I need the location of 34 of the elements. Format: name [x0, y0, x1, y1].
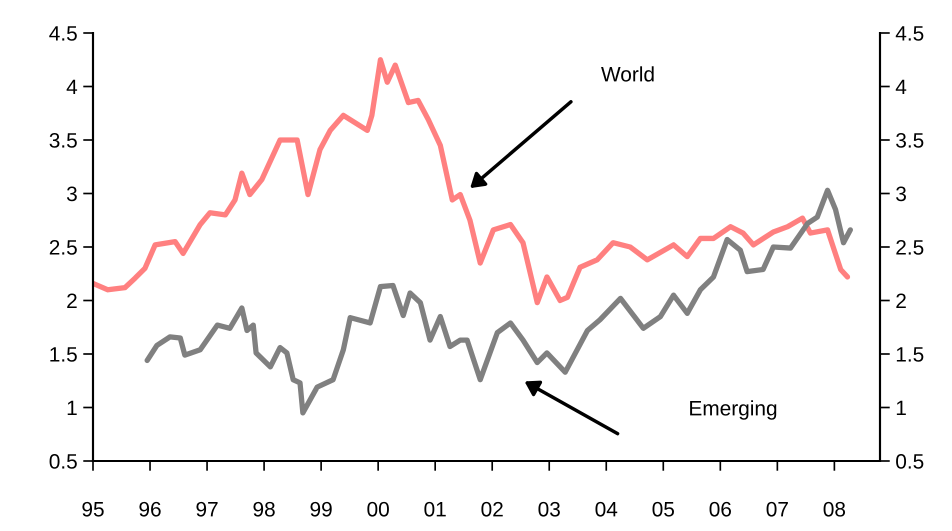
- y2-tick-label: 4: [896, 80, 906, 94]
- x-tick-label: 06: [710, 502, 731, 517]
- x-tick-label: 03: [538, 502, 560, 517]
- y-tick-label: 3.5: [50, 133, 77, 148]
- x-tick-label: 02: [481, 502, 503, 517]
- y2-tick-label: 0.5: [896, 454, 924, 469]
- annotation: World: [601, 66, 654, 82]
- x-tick-label: 08: [824, 502, 846, 517]
- y2-tick-label: 3: [896, 186, 906, 202]
- y-tick-label: 3: [66, 186, 77, 202]
- y-tick-label: 2: [67, 294, 77, 308]
- y2-tick-label: 2: [896, 294, 906, 308]
- x-tick-label: 05: [652, 502, 674, 517]
- y2-tick-label: 2.5: [896, 240, 924, 255]
- x-tick-label: 07: [766, 502, 788, 517]
- annotation: Emerging: [690, 400, 776, 420]
- y-tick-label: 1.5: [50, 347, 77, 362]
- y2-tick-label: 1: [896, 400, 906, 416]
- y2-tick-label: 1.5: [896, 347, 924, 362]
- x-tick-label: 04: [595, 502, 618, 517]
- x-tick-label: 00: [367, 502, 389, 517]
- x-tick-label: 98: [253, 502, 275, 517]
- y2-tick-label: 4.5: [896, 26, 924, 41]
- y-tick-label: 4: [66, 80, 78, 94]
- y-tick-label: 2.5: [50, 240, 77, 255]
- x-tick-label: 99: [310, 502, 332, 517]
- y-tick-label: 0.5: [50, 454, 77, 469]
- x-tick-label: 95: [82, 502, 104, 517]
- x-tick-label: 96: [139, 502, 161, 517]
- x-tick-label: 97: [196, 502, 218, 517]
- y-tick-label: 1: [68, 400, 77, 416]
- y2-tick-label: 3.5: [896, 133, 924, 148]
- x-tick-label: 01: [424, 502, 446, 517]
- y-tick-label: 4.5: [49, 26, 77, 41]
